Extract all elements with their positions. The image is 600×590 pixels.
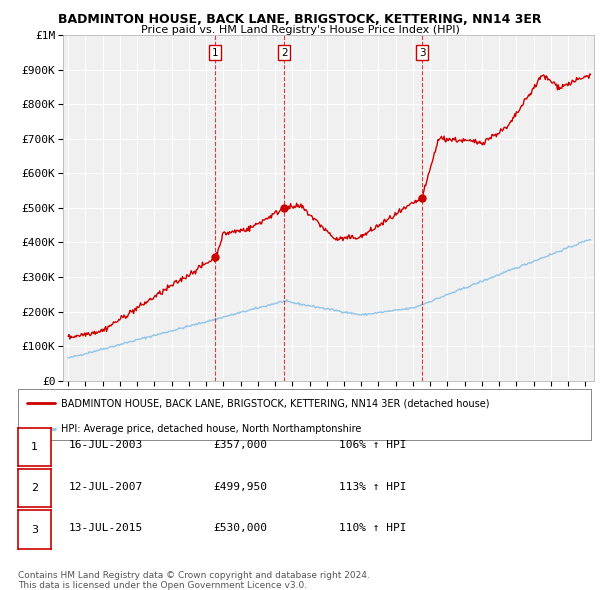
Text: BADMINTON HOUSE, BACK LANE, BRIGSTOCK, KETTERING, NN14 3ER (detached house): BADMINTON HOUSE, BACK LANE, BRIGSTOCK, K… bbox=[61, 398, 490, 408]
Text: HPI: Average price, detached house, North Northamptonshire: HPI: Average price, detached house, Nort… bbox=[61, 424, 361, 434]
Text: This data is licensed under the Open Government Licence v3.0.: This data is licensed under the Open Gov… bbox=[18, 581, 307, 590]
Text: 2: 2 bbox=[281, 48, 287, 58]
Text: 12-JUL-2007: 12-JUL-2007 bbox=[69, 482, 143, 491]
Text: 3: 3 bbox=[419, 48, 425, 58]
Text: 110% ↑ HPI: 110% ↑ HPI bbox=[339, 523, 407, 533]
Text: 106% ↑ HPI: 106% ↑ HPI bbox=[339, 441, 407, 450]
Text: £357,000: £357,000 bbox=[213, 441, 267, 450]
Text: 13-JUL-2015: 13-JUL-2015 bbox=[69, 523, 143, 533]
Text: 1: 1 bbox=[212, 48, 219, 58]
Text: BADMINTON HOUSE, BACK LANE, BRIGSTOCK, KETTERING, NN14 3ER: BADMINTON HOUSE, BACK LANE, BRIGSTOCK, K… bbox=[58, 13, 542, 26]
Text: 2: 2 bbox=[31, 483, 38, 493]
Text: £530,000: £530,000 bbox=[213, 523, 267, 533]
Text: 113% ↑ HPI: 113% ↑ HPI bbox=[339, 482, 407, 491]
Text: 3: 3 bbox=[31, 525, 38, 535]
Text: 16-JUL-2003: 16-JUL-2003 bbox=[69, 441, 143, 450]
Text: 1: 1 bbox=[31, 442, 38, 452]
Text: Contains HM Land Registry data © Crown copyright and database right 2024.: Contains HM Land Registry data © Crown c… bbox=[18, 571, 370, 580]
Text: Price paid vs. HM Land Registry's House Price Index (HPI): Price paid vs. HM Land Registry's House … bbox=[140, 25, 460, 35]
Text: £499,950: £499,950 bbox=[213, 482, 267, 491]
